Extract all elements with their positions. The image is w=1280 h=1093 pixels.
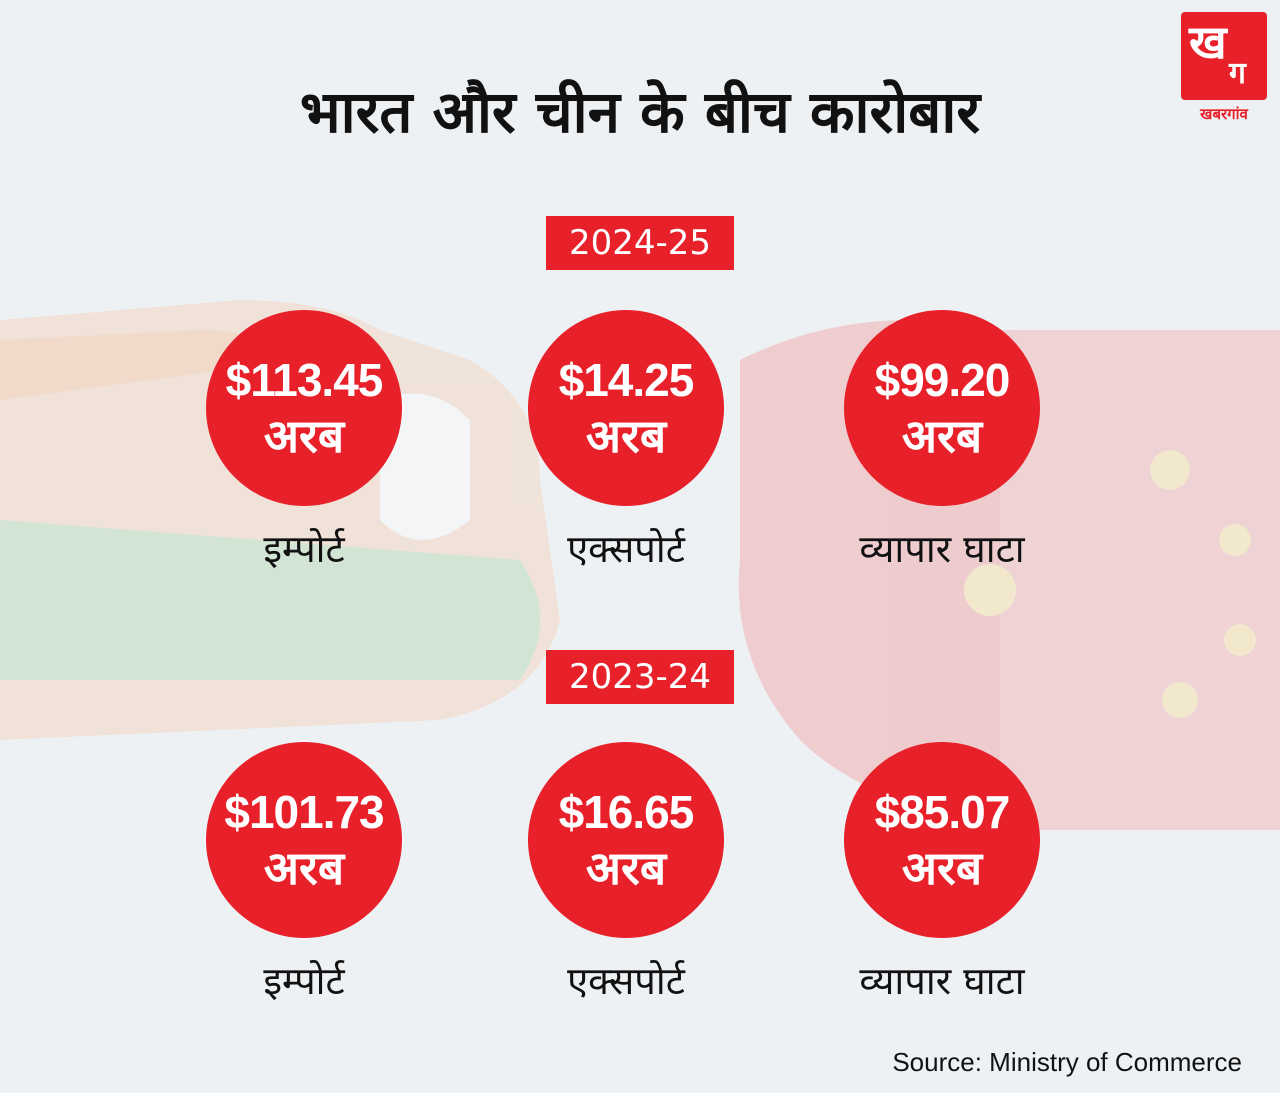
logo-badge: ख ग [1181,12,1267,100]
export-value: $14.25 [558,354,695,406]
export-label-2023-24: एक्सपोर्ट [567,959,685,1003]
trade-deficit-label-2023-24: व्यापार घाटा [859,959,1025,1003]
year-badge-2023-24: 2023-24 [546,650,734,704]
import-value: $113.45 [225,354,384,406]
import-circle-2024-25: $113.45 अरब [206,310,402,506]
trade-deficit-value: $85.07 [874,786,1011,838]
page-title: भारत और चीन के बीच कारोबार [299,78,981,146]
import-label-2024-25: इम्पोर्ट [263,527,345,571]
year-badge-2024-25: 2024-25 [546,216,734,270]
trade-deficit-unit: अरब [901,841,983,895]
trade-deficit-label-2024-25: व्यापार घाटा [859,527,1025,571]
export-value: $16.65 [558,786,695,838]
trade-deficit-value: $99.20 [874,354,1011,406]
brand-logo: ख ग खबरगांव [1181,12,1267,124]
export-unit: अरब [585,841,667,895]
export-label-2024-25: एक्सपोर्ट [567,527,685,571]
source-credit: Source: Ministry of Commerce [892,1047,1242,1077]
import-circle-2023-24: $101.73 अरब [206,742,402,938]
import-value: $101.73 [224,786,384,838]
import-unit: अरब [263,841,345,895]
export-circle-2023-24: $16.65 अरब [528,742,724,938]
trade-deficit-unit: अरब [901,409,983,463]
export-unit: अरब [585,409,667,463]
trade-deficit-circle-2023-24: $85.07 अरब [844,742,1040,938]
trade-deficit-circle-2024-25: $99.20 अरब [844,310,1040,506]
logo-mark-main: ख [1189,15,1227,69]
export-circle-2024-25: $14.25 अरब [528,310,724,506]
import-label-2023-24: इम्पोर्ट [263,959,345,1003]
import-unit: अरब [263,409,345,463]
logo-mark-sub: ग [1229,56,1246,91]
logo-name: खबरगांव [1200,105,1248,123]
